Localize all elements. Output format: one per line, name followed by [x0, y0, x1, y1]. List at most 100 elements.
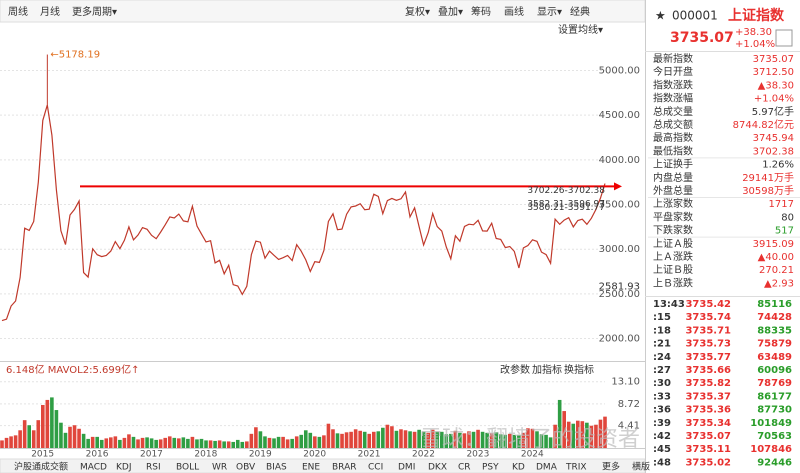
volume-bar [263, 436, 267, 448]
indicator-tab[interactable]: MACD [80, 463, 107, 473]
tick-price: 3735.82 [685, 378, 731, 389]
volume-bar [462, 433, 467, 448]
volume-bar [77, 428, 81, 448]
tick-time: 13:43 [653, 299, 685, 310]
indicator-tab[interactable]: 沪股通成交额 [14, 461, 68, 473]
tick-price: 3735.71 [685, 325, 731, 336]
y-tick-label: 3500.00 [599, 200, 640, 211]
menu-button[interactable] [775, 29, 793, 47]
indicator-tab[interactable]: KDJ [116, 463, 132, 473]
volume-bar [421, 431, 426, 448]
indicator-tab[interactable]: 更多 [602, 461, 620, 473]
x-tick-label: 2017 [140, 450, 163, 460]
volume-bar [140, 437, 145, 448]
x-tick-label: 2022 [412, 450, 435, 460]
indicator-tab[interactable]: BRAR [332, 463, 356, 473]
volume-bar [18, 430, 22, 448]
volume-bar [562, 411, 566, 448]
volume-bar [444, 434, 449, 448]
tick-volume: 78769 [757, 378, 792, 389]
indicator-tab[interactable]: OBV [236, 463, 256, 473]
settings-button[interactable]: 设置均线▾ [558, 23, 603, 36]
volume-bar [480, 431, 485, 448]
indicator-button[interactable]: 换指标 [564, 363, 594, 376]
indicator-tab[interactable]: KD [512, 463, 525, 473]
volume-bar [59, 422, 63, 448]
indicator-tab[interactable]: BIAS [266, 463, 287, 473]
stat-label: 上证换手 [653, 158, 693, 171]
toolbar-button[interactable]: 筹码 [471, 5, 491, 18]
stock-name: 上证指数 [728, 7, 785, 24]
y-tick-label: 5000.00 [599, 65, 640, 76]
volume-bar [13, 435, 18, 448]
volume-bar [580, 421, 585, 448]
volume-bar [303, 430, 308, 448]
volume-bar [340, 433, 344, 448]
indicator-tab[interactable]: DKX [428, 463, 447, 473]
volume-bar [72, 425, 77, 448]
tick-price: 3735.66 [685, 365, 731, 376]
volume-bar [254, 427, 258, 448]
volume-bar [172, 437, 177, 448]
tick-volume: 86177 [757, 391, 792, 402]
volume-bar [390, 426, 394, 448]
toolbar-button[interactable]: 复权▾ [405, 5, 430, 18]
volume-bar [9, 436, 13, 448]
indicator-tab[interactable]: RSI [146, 463, 161, 473]
indicator-tab[interactable]: ENE [302, 463, 320, 473]
volume-bar [213, 440, 217, 448]
volume-bar [90, 436, 95, 448]
volume-bar [408, 431, 412, 448]
indicator-button[interactable]: 加指标 [532, 363, 562, 376]
indicator-tab[interactable]: WR [212, 463, 227, 473]
volume-bar [235, 439, 240, 448]
indicator-tab[interactable]: PSY [482, 463, 499, 473]
stat-value: ▲38.30 [758, 80, 794, 91]
toolbar-button[interactable]: 月线 [40, 5, 60, 18]
volume-bar [217, 440, 222, 448]
toolbar-button[interactable]: 更多周期▾ [72, 5, 117, 18]
stat-value: ▲40.00 [758, 252, 794, 263]
volume-bar [399, 429, 403, 448]
star-icon[interactable]: ★ [655, 9, 666, 23]
volume-bar [222, 441, 226, 448]
toolbar-button[interactable]: 画线 [504, 5, 524, 18]
x-tick-label: 2018 [194, 450, 217, 460]
volume-bar [498, 434, 503, 448]
tick-time: :45 [653, 444, 671, 455]
change-pct: +1.04% [735, 39, 775, 50]
indicator-tab[interactable]: 横版 [632, 461, 650, 473]
indicator-tab[interactable]: DMA [536, 463, 558, 473]
volume-bar [258, 431, 263, 448]
volume-bar [489, 433, 494, 448]
volume-bar [131, 436, 136, 448]
indicator-tab[interactable]: BOLL [176, 463, 199, 473]
toolbar-button[interactable]: 叠加▾ [438, 6, 463, 18]
volume-bar [571, 423, 576, 448]
volume-bar [512, 434, 517, 448]
stat-label: 上证Ａ股 [653, 238, 693, 250]
volume-bar [231, 441, 236, 448]
indicator-tab[interactable]: CR [458, 463, 471, 473]
volume-bar [476, 429, 480, 448]
indicator-tab[interactable]: TRIX [565, 463, 587, 473]
indicator-tab[interactable]: CCI [368, 463, 383, 473]
toolbar-button[interactable]: 周线 [8, 5, 28, 18]
toolbar-button[interactable]: 经典 [570, 5, 590, 18]
volume-bar [190, 436, 195, 448]
tick-volume: 101849 [750, 418, 792, 429]
volume-bar [394, 430, 399, 448]
toolbar-button[interactable]: 显示▾ [537, 6, 562, 18]
indicator-button[interactable]: 改参数 [500, 363, 530, 376]
volume-bar [122, 437, 127, 448]
volume-bar [226, 441, 231, 448]
volume-bar [517, 434, 521, 448]
tick-price: 3735.77 [685, 352, 731, 363]
watermark: 雪球：翻墙了的投资者 [420, 427, 640, 452]
volume-bar [45, 399, 50, 448]
stat-label: 上涨家数 [653, 197, 693, 210]
stat-value: 3735.07 [753, 54, 794, 65]
indicator-tab[interactable]: DMI [398, 463, 415, 473]
volume-bar [154, 439, 158, 448]
